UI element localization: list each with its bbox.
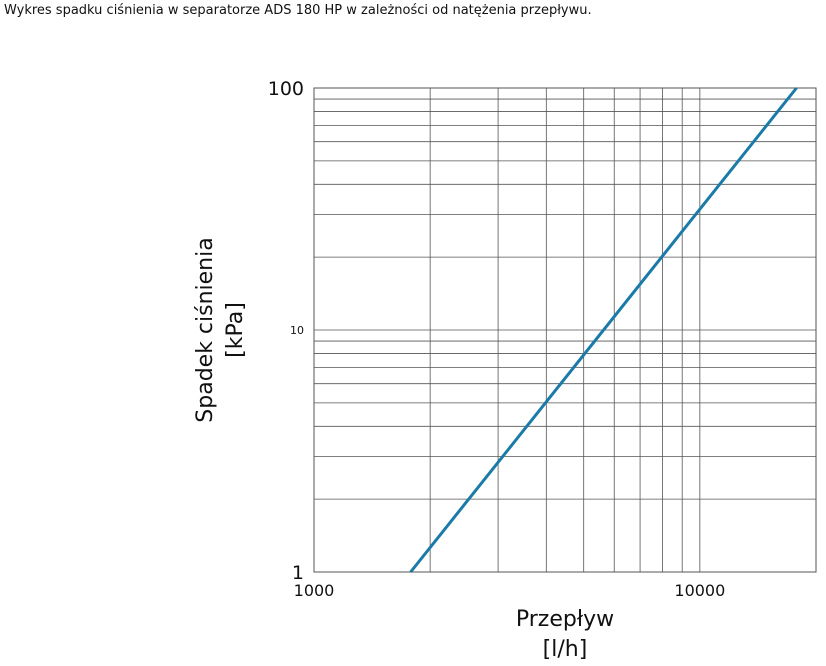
x-axis-title: Przepływ — [516, 607, 614, 632]
y-axis-title: [kPa] — [223, 302, 248, 358]
x-axis-title: [l/h] — [543, 637, 588, 662]
plot-frame — [313, 87, 817, 573]
x-tick-label: 1000 — [294, 581, 335, 600]
data-line — [409, 87, 798, 573]
y-tick-label: 1 — [292, 562, 304, 584]
chart-title: Wykres spadku ciśnienia w separatorze AD… — [4, 3, 592, 18]
y-tick-label: 10 — [290, 324, 304, 337]
y-tick-label: 100 — [268, 78, 304, 100]
x-tick-label: 10000 — [674, 581, 725, 600]
y-axis-title: Spadek ciśnienia — [193, 237, 218, 422]
